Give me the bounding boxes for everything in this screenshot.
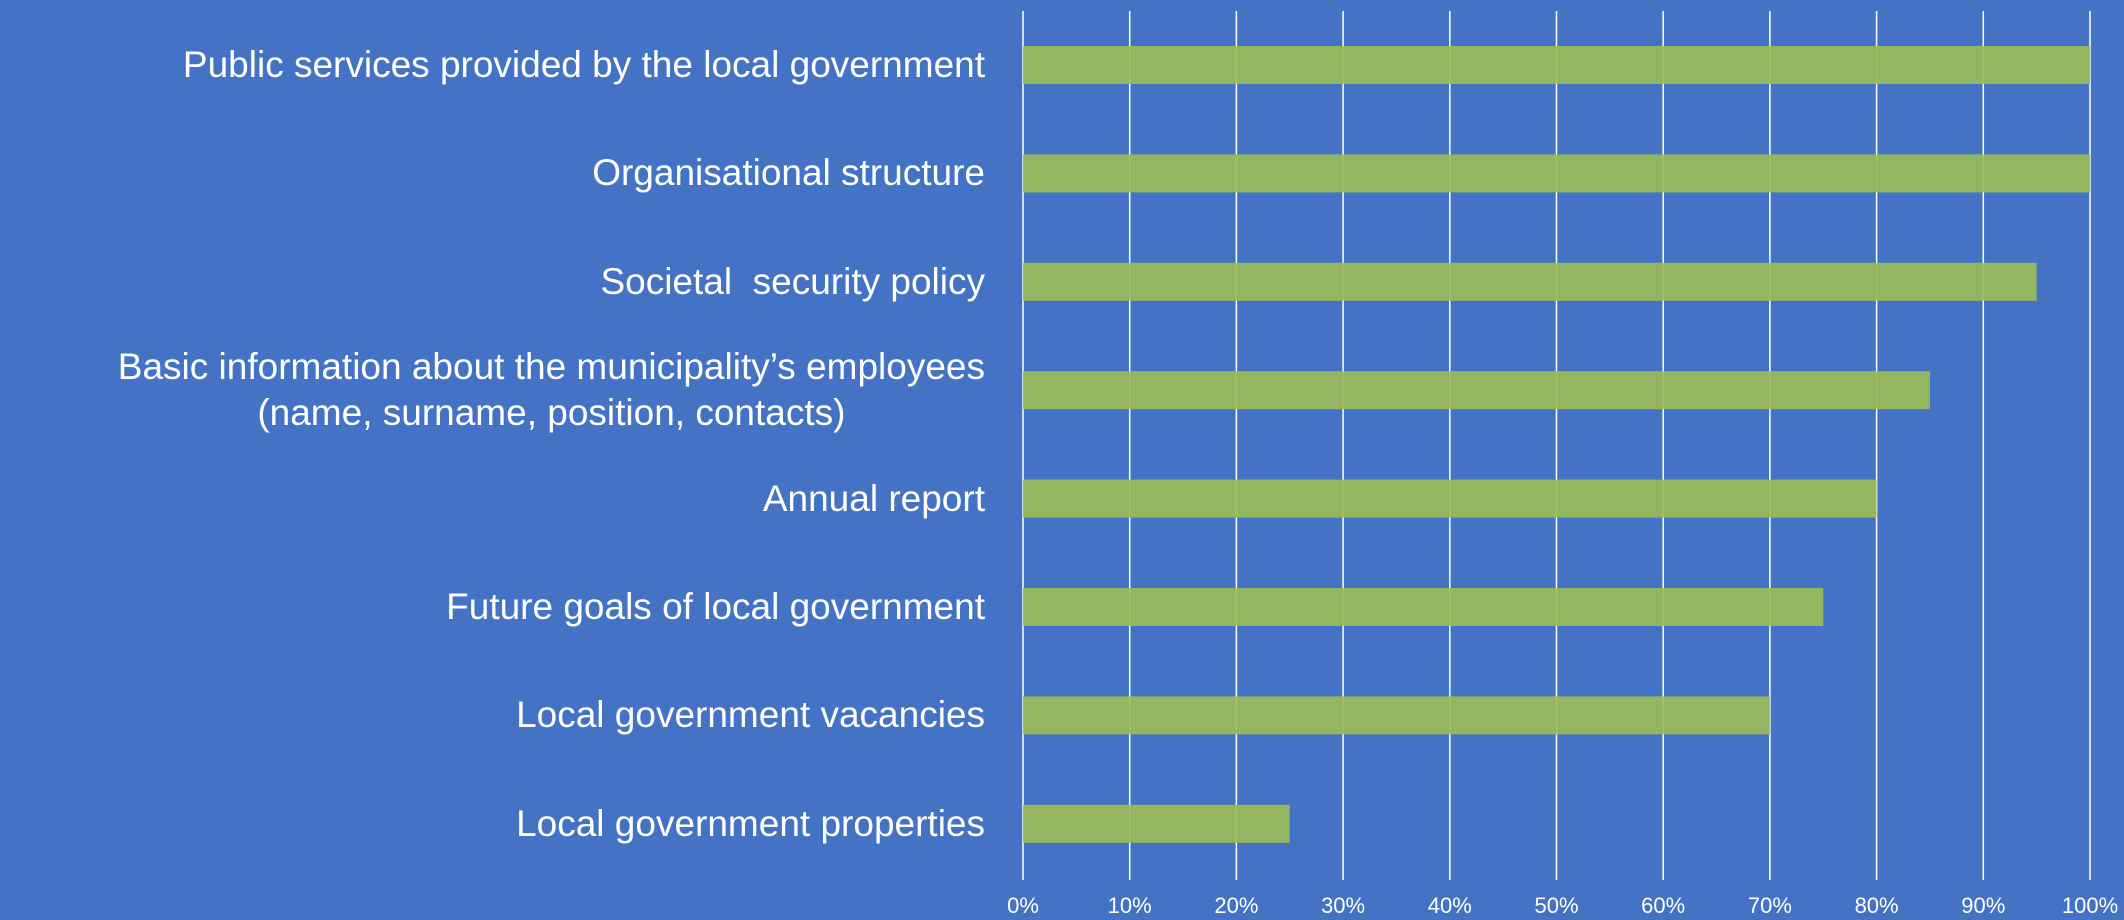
x-tick-label: 100% xyxy=(2062,893,2118,918)
y-tick-label: Annual report xyxy=(762,477,985,519)
bar xyxy=(1023,804,1290,843)
y-tick-label: Public services provided by the local go… xyxy=(182,44,985,85)
y-tick-label: Basic information about the municipality… xyxy=(117,346,985,434)
x-tick-label: 80% xyxy=(1855,893,1899,918)
y-tick-label: Organisational structure xyxy=(592,152,985,194)
y-tick-label: Local government vacancies xyxy=(516,694,985,736)
bar xyxy=(1023,696,1770,735)
bar xyxy=(1023,154,2090,193)
bar xyxy=(1023,262,2037,301)
bar xyxy=(1023,46,2090,84)
x-tick-label: 20% xyxy=(1214,893,1258,918)
x-tick-label: 90% xyxy=(1961,893,2005,918)
x-tick-label: 30% xyxy=(1321,893,1365,918)
x-tick-label: 0% xyxy=(1007,893,1039,918)
y-tick-label: Future goals of local government xyxy=(446,586,985,627)
bar xyxy=(1023,588,1824,626)
x-tick-label: 40% xyxy=(1428,893,1472,918)
bar xyxy=(1023,479,1877,518)
x-tick-label: 50% xyxy=(1534,893,1578,918)
y-tick-label: Local government properties xyxy=(516,802,985,844)
x-tick-label: 60% xyxy=(1641,893,1685,918)
bar xyxy=(1023,371,1930,410)
y-tick-label: Societal security policy xyxy=(600,260,985,302)
x-tick-label: 70% xyxy=(1748,893,1792,918)
x-tick-label: 10% xyxy=(1108,893,1152,918)
